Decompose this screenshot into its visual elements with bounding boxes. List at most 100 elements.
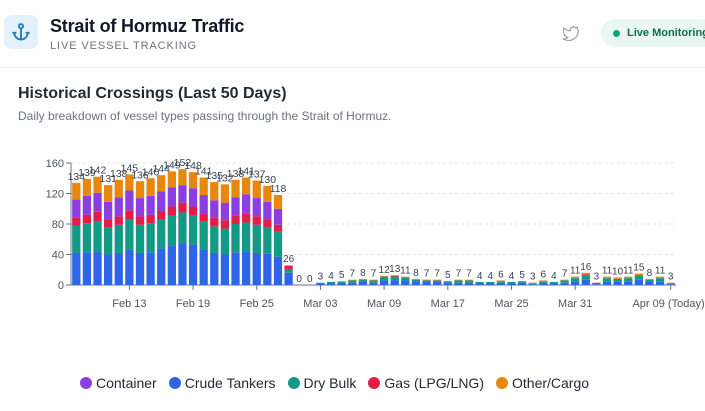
bar-segment-other-cargo [167, 171, 176, 188]
bar-segment-gas-lpg-lng [135, 216, 145, 225]
y-tick-label: 160 [46, 158, 64, 170]
bar-segment-dry-bulk [422, 280, 431, 282]
bar-total-label: 4 [328, 271, 334, 282]
bar-segment-dry-bulk [369, 280, 378, 283]
bar-total-label: 4 [477, 271, 483, 282]
bar-segment-other-cargo [348, 279, 357, 281]
bar-segment-dry-bulk [507, 281, 516, 284]
bar-segment-other-cargo [178, 169, 187, 186]
bar-total-label: 5 [445, 270, 451, 281]
bar-total-label: 11 [602, 266, 613, 277]
legend-item[interactable]: Gas (LPG/LNG) [368, 375, 484, 391]
bar-segment-dry-bulk [390, 276, 399, 281]
bar-segment-crude-tankers [135, 252, 145, 285]
legend-item[interactable]: Container [80, 375, 157, 391]
legend-item[interactable]: Crude Tankers [168, 375, 276, 391]
bar-segment-other-cargo [337, 281, 346, 282]
bar-segment-other-cargo [369, 279, 378, 281]
bar-segment-other-cargo [220, 184, 230, 203]
bar-segment-other-cargo [602, 276, 612, 279]
bar-segment-crude-tankers [507, 283, 516, 285]
twitter-icon[interactable] [560, 24, 580, 42]
bar-segment-crude-tankers [571, 281, 580, 285]
bar-segment-gas-lpg-lng [167, 206, 176, 216]
bar-segment-dry-bulk [475, 281, 484, 284]
bar-total-label: 130 [259, 174, 277, 186]
legend-label: Crude Tankers [184, 375, 276, 391]
bar-segment-crude-tankers [422, 281, 431, 285]
bar-segment-dry-bulk [199, 221, 208, 250]
bar-segment-dry-bulk [411, 279, 421, 282]
live-status-badge: Live Monitoring [601, 19, 705, 47]
bar-segment-other-cargo [390, 275, 399, 276]
bar-segment-dry-bulk [571, 278, 580, 282]
legend-item[interactable]: Other/Cargo [496, 375, 589, 391]
bar-segment-other-cargo [358, 278, 368, 280]
stacked-bar-chart: 0408012016013413914213113814513614014414… [46, 157, 705, 310]
bar-total-label: 134 [68, 171, 86, 183]
bar-segment-crude-tankers [316, 283, 325, 285]
bar-segment-crude-tankers [443, 282, 452, 285]
bar-total-label: 7 [456, 269, 462, 280]
bar-segment-container [82, 195, 92, 215]
chart-title: Historical Crossings (Last 50 Days) [18, 85, 287, 102]
bar-segment-dry-bulk [486, 281, 495, 284]
bar-segment-crude-tankers [263, 253, 272, 285]
bar-segment-dry-bulk [82, 223, 92, 253]
bar-segment-other-cargo [273, 195, 283, 209]
bar-segment-dry-bulk [454, 280, 463, 283]
bar-total-label: 6 [498, 269, 504, 280]
bar-total-label: 4 [509, 271, 515, 282]
legend-item[interactable]: Dry Bulk [287, 375, 356, 391]
bar-segment-other-cargo [571, 276, 580, 279]
bar-segment-crude-tankers [337, 283, 346, 285]
bar-total-label: 3 [594, 272, 600, 283]
bar-segment-dry-bulk [560, 280, 569, 283]
bar-segment-crude-tankers [592, 284, 601, 285]
bar-segment-gas-lpg-lng [199, 213, 208, 222]
bar-segment-dry-bulk [613, 278, 622, 282]
bar-segment-dry-bulk [135, 224, 145, 253]
bar-segment-dry-bulk [263, 227, 272, 254]
bar-total-label: 7 [371, 269, 377, 280]
bar-segment-dry-bulk [496, 281, 506, 283]
bar-total-label: 138 [110, 168, 128, 180]
bar-segment-other-cargo [581, 272, 590, 275]
legend-swatch [168, 377, 181, 389]
bar-segment-crude-tankers [348, 282, 357, 285]
bar-segment-gas-lpg-lng [104, 219, 113, 228]
bar-segment-dry-bulk [464, 280, 474, 283]
bar-total-label: 142 [89, 165, 107, 177]
bar-segment-crude-tankers [624, 281, 633, 285]
bar-segment-other-cargo [624, 276, 633, 279]
bar-segment-gas-lpg-lng [634, 275, 643, 276]
bar-total-label: 0 [307, 274, 313, 285]
bar-total-label: 137 [248, 169, 266, 181]
bar-segment-dry-bulk [358, 279, 368, 282]
bar-segment-dry-bulk [549, 281, 559, 284]
bar-total-label: 3 [668, 272, 674, 283]
bar-segment-other-cargo [560, 279, 569, 281]
bar-segment-container [125, 190, 134, 211]
bar-segment-other-cargo [666, 282, 675, 284]
bar-total-label: 138 [227, 168, 245, 180]
bar-total-label: 3 [530, 272, 536, 283]
bar-total-label: 141 [237, 165, 255, 177]
bar-segment-gas-lpg-lng [178, 202, 187, 213]
bar-segment-dry-bulk [188, 215, 198, 245]
bar-segment-dry-bulk [443, 281, 452, 283]
bar-segment-other-cargo [433, 279, 442, 281]
legend-swatch [496, 377, 508, 389]
bar-segment-container [252, 198, 261, 217]
bar-segment-other-cargo [125, 174, 134, 191]
bar-segment-container [114, 197, 123, 217]
bar-segment-crude-tankers [369, 282, 378, 285]
bar-segment-gas-lpg-lng [390, 275, 399, 277]
bar-segment-dry-bulk [146, 223, 155, 253]
bar-segment-container [167, 187, 176, 207]
bar-segment-other-cargo [284, 265, 293, 266]
app-logo[interactable] [4, 15, 38, 49]
bar-segment-container [220, 202, 230, 221]
bar-segment-dry-bulk [624, 278, 633, 282]
bar-total-label: 5 [339, 270, 345, 281]
